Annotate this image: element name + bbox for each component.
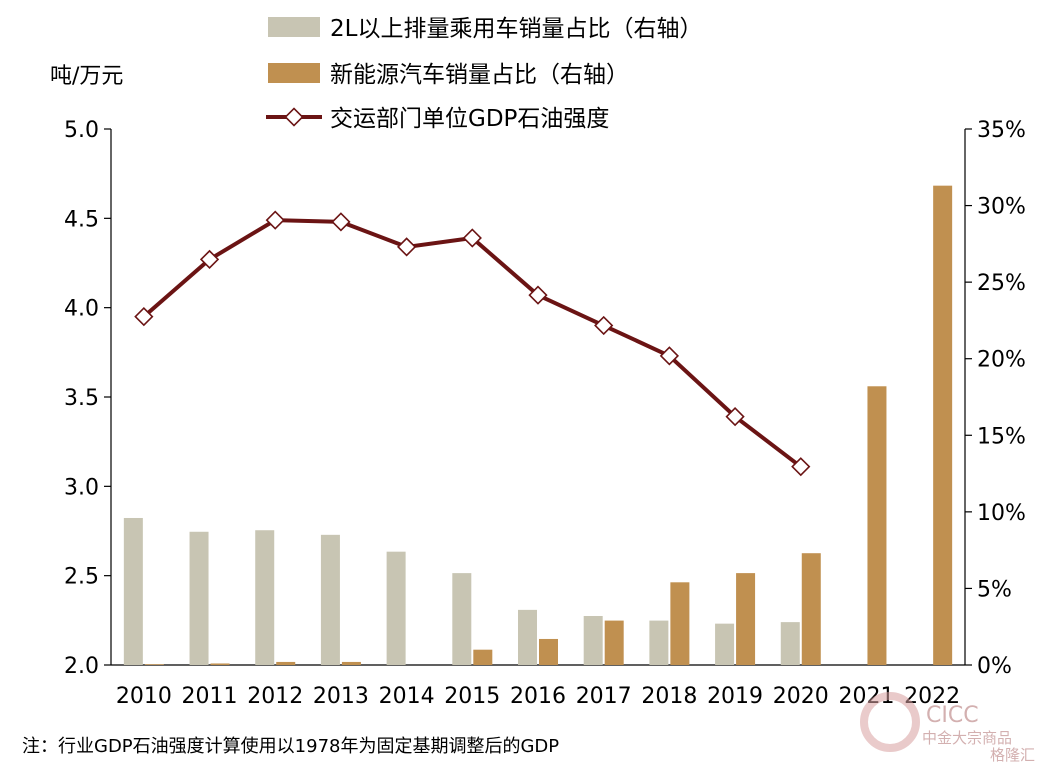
right-tick-label: 5% [977, 577, 1012, 602]
watermark: CICC 中金大宗商品 格隆汇 [860, 692, 1035, 764]
watermark-logo-text: CICC [926, 703, 979, 728]
bar-nev-share [933, 185, 953, 666]
legend-label-oil-intensity: 交运部门单位GDP石油强度 [330, 106, 609, 132]
left-axis-ticks: 2.0 2.5 3.0 3.5 4.0 4.5 5.0 [64, 118, 111, 679]
watermark-logo-icon [860, 692, 920, 752]
left-tick-label: 2.0 [64, 654, 99, 679]
bar-large-engine-share [780, 622, 800, 665]
right-tick-label: 0% [977, 654, 1012, 679]
x-tick-label: 2014 [379, 684, 435, 709]
oil-intensity-point [462, 228, 482, 248]
oil-intensity-point [791, 457, 811, 477]
bars [123, 185, 953, 666]
bar-nev-share [210, 663, 230, 665]
right-tick-label: 10% [977, 501, 1026, 526]
bar-nev-share [801, 553, 821, 665]
left-tick-label: 3.0 [64, 475, 99, 500]
left-tick-label: 5.0 [64, 118, 99, 143]
oil-intensity-point [265, 210, 285, 230]
x-tick-label: 2012 [247, 684, 303, 709]
bar-nev-share [736, 573, 756, 665]
left-axis-unit-label: 吨/万元 [50, 64, 123, 89]
bar-large-engine-share [189, 531, 209, 665]
watermark-sub-text: 中金大宗商品 [922, 729, 1012, 747]
x-tick-label: 2013 [313, 684, 369, 709]
left-tick-label: 4.5 [64, 207, 99, 232]
right-tick-label: 15% [977, 424, 1026, 449]
bar-nev-share [867, 386, 887, 665]
oil-intensity-point [725, 407, 745, 427]
oil-intensity-point [659, 346, 680, 366]
legend-swatch-large-engine [268, 17, 320, 37]
legend-label-nev: 新能源汽车销量占比（右轴） [330, 62, 629, 88]
x-tick-label: 2018 [641, 684, 697, 709]
bar-large-engine-share [123, 517, 143, 665]
bar-large-engine-share [583, 615, 603, 665]
bar-nev-share [670, 582, 690, 665]
oil-intensity-point [331, 212, 351, 232]
oil-intensity-line-series [134, 210, 811, 477]
x-tick-label: 2016 [510, 684, 566, 709]
oil-intensity-line [142, 218, 802, 469]
bar-nev-share [276, 661, 296, 665]
x-tick-label: 2020 [773, 684, 829, 709]
bar-large-engine-share [452, 573, 472, 665]
legend: 2L以上排量乘用车销量占比（右轴） 新能源汽车销量占比（右轴） 交运部门单位GD… [266, 16, 702, 132]
bar-large-engine-share [320, 534, 340, 665]
bar-nev-share [473, 649, 493, 665]
legend-label-large-engine: 2L以上排量乘用车销量占比（右轴） [330, 16, 702, 42]
left-tick-label: 3.5 [64, 386, 99, 411]
x-tick-label: 2017 [576, 684, 632, 709]
x-tick-label: 2019 [707, 684, 763, 709]
watermark-brand-text: 格隆汇 [990, 746, 1035, 764]
bar-large-engine-share [715, 623, 735, 665]
x-axis-ticks: 2010 2011 2012 2013 2014 2015 2016 2017 2018 2019… [116, 684, 960, 709]
bar-large-engine-share [255, 530, 275, 665]
legend-swatch-nev [268, 63, 320, 83]
bar-large-engine-share [518, 609, 537, 665]
axes [110, 129, 966, 666]
oil-intensity-point [594, 315, 614, 336]
right-tick-label: 20% [977, 348, 1026, 373]
right-tick-label: 35% [977, 118, 1026, 143]
bar-nev-share [341, 661, 361, 665]
right-axis-ticks: 0% 5% 10% 15% 20% 25% 30% 35% [965, 118, 1026, 679]
oil-intensity-point [199, 249, 220, 270]
right-tick-label: 25% [977, 271, 1026, 296]
x-tick-label: 2010 [116, 684, 172, 709]
oil-intensity-point [396, 237, 417, 257]
x-tick-label: 2011 [182, 684, 238, 709]
bar-large-engine-share [386, 551, 406, 665]
bar-nev-share [604, 620, 624, 665]
oil-intensity-point [134, 306, 154, 327]
bar-nev-share [144, 664, 164, 665]
footnote: 注：行业GDP石油强度计算使用以1978年为固定基期调整后的GDP [22, 736, 559, 757]
legend-marker-oil-intensity [284, 107, 304, 127]
x-tick-label: 2015 [444, 684, 500, 709]
left-tick-label: 4.0 [64, 297, 99, 322]
oil-intensity-point [528, 285, 548, 305]
right-tick-label: 30% [977, 195, 1026, 220]
left-tick-label: 2.5 [64, 565, 99, 590]
bar-nev-share [539, 638, 558, 665]
bar-large-engine-share [649, 620, 669, 665]
